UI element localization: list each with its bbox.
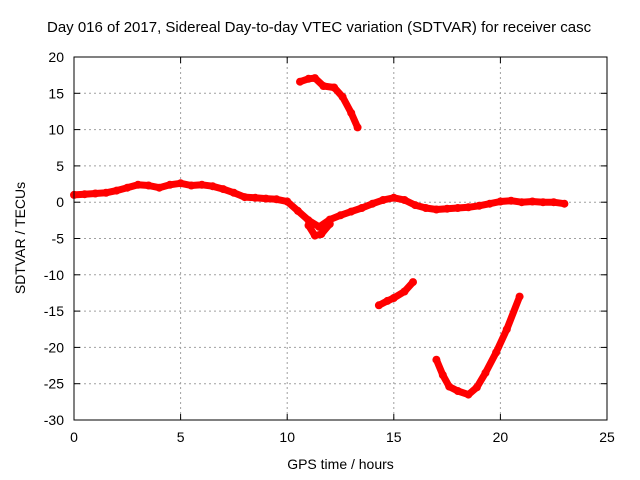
data-point [296,77,304,86]
data-point [347,207,356,216]
data-point [310,231,319,240]
data-point [453,387,462,395]
data-point [432,205,441,214]
data-point [353,123,362,132]
y-tick-label: -15 [44,303,64,319]
y-tick-label: 5 [56,158,64,174]
data-point [347,108,356,117]
x-tick-label: 0 [70,429,78,445]
y-tick-label: 15 [48,85,64,101]
data-point [445,382,454,391]
data-point [368,199,377,208]
data-point [472,383,481,392]
data-point [176,179,185,188]
data-point [496,197,505,206]
data-point [421,204,430,212]
data-point [409,278,417,287]
series-line [296,74,362,131]
data-point [383,296,392,305]
data-point [283,197,292,206]
data-point [438,371,447,379]
data-point [400,196,409,204]
axis-ticks: 0 5 10 15 20 25 20 15 10 5 0 -5 -10 -15 -20 -25 -30 [44,49,615,445]
data-point [240,193,249,202]
data-point [304,221,313,230]
data-point [443,204,452,213]
data-point [481,368,490,377]
y-tick-label: -25 [44,376,64,392]
data-point [144,181,153,190]
data-point [411,201,420,210]
data-point [453,204,462,212]
data-point [338,92,347,101]
data-point [379,196,388,204]
data-point [310,74,319,83]
y-tick-label: -20 [44,339,64,355]
data-point [400,287,409,296]
data-point [155,183,164,192]
series-line [432,293,524,399]
data-point [123,183,132,192]
data-point [492,348,501,357]
data-point [251,193,260,202]
y-tick-label: 10 [48,122,64,138]
y-tick-label: -5 [52,231,65,247]
data-point [219,185,228,194]
data-point [475,201,484,210]
data-point [464,203,473,212]
data-point [389,294,398,302]
data-point [319,82,328,90]
data-point [560,199,569,208]
data-point [80,190,89,199]
data-point [485,199,494,208]
data-point [357,204,366,212]
data-point [330,83,339,92]
data-point [389,193,398,202]
y-tick-label: -30 [44,412,64,428]
data-point [229,188,238,197]
data-point [336,211,345,220]
data-point [165,180,174,189]
data-point [187,181,196,190]
data-point [272,195,281,204]
data-point [261,194,270,203]
x-axis-label: GPS time / hours [287,456,394,472]
data-point [517,198,526,207]
data-point [515,292,524,301]
data-point [134,180,142,189]
data-point [102,188,110,197]
data-point [528,197,537,206]
data-point [91,189,100,198]
data-point [293,206,302,215]
x-tick-label: 5 [177,429,185,445]
x-tick-label: 15 [386,429,402,445]
y-tick-label: 0 [56,194,64,210]
data-point [549,198,558,207]
data-point [112,186,121,195]
data-point [304,74,313,83]
y-tick-label: -10 [44,267,64,283]
x-tick-label: 10 [279,429,295,445]
data-point [374,301,383,310]
data-point [502,325,511,334]
x-tick-label: 20 [493,429,509,445]
data-point [317,230,326,239]
data-series [70,74,569,399]
data-point [208,182,217,191]
y-tick-label: 20 [48,49,64,65]
data-point [325,220,334,228]
y-axis-label: SDTVAR / TECUs [12,181,28,295]
data-point [432,355,441,364]
chart-title: Day 016 of 2017, Sidereal Day-to-day VTE… [47,19,592,36]
x-tick-label: 25 [599,429,615,445]
grid-lines [74,57,607,420]
data-point [539,198,547,207]
data-point [507,196,516,205]
data-point [197,180,206,189]
data-point [464,390,473,399]
